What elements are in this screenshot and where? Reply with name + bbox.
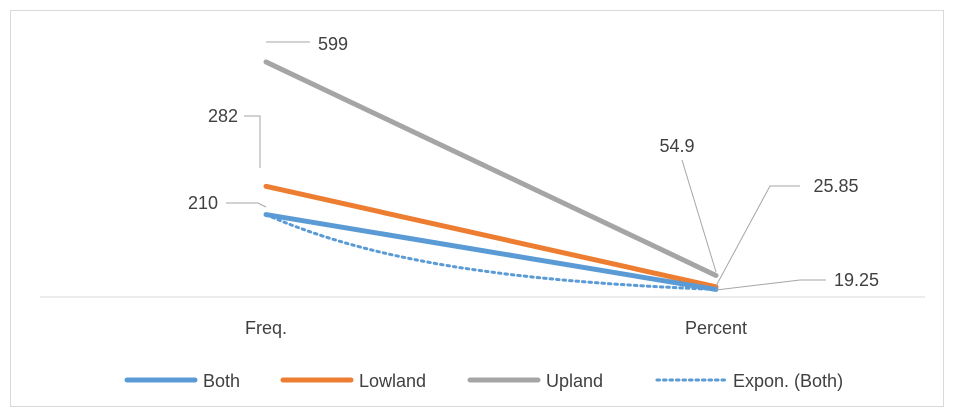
legend-label: Upland [546, 371, 603, 391]
data-label: 282 [208, 106, 238, 126]
data-label-leader [715, 185, 800, 287]
chart-frame [10, 10, 944, 407]
series-line-lowland [263, 183, 719, 290]
data-label-leader [244, 115, 261, 168]
legend-label: Both [203, 371, 240, 391]
legend-label: Lowland [359, 371, 426, 391]
data-label-leader [226, 202, 267, 208]
data-label: 599 [318, 34, 348, 54]
trendline-expon-both [264, 213, 718, 291]
data-label-leader [681, 159, 717, 273]
data-label: 25.85 [813, 176, 858, 196]
x-tick-label: Freq. [245, 318, 287, 338]
x-tick-label: Percent [685, 318, 747, 338]
legend-label: Expon. (Both) [733, 371, 843, 391]
series-line-upland [263, 59, 719, 278]
data-label-leader [715, 279, 826, 291]
data-label: 210 [188, 193, 218, 213]
series-line-both [263, 212, 719, 292]
data-label: 19.25 [834, 270, 879, 290]
data-label: 54.9 [659, 136, 694, 156]
